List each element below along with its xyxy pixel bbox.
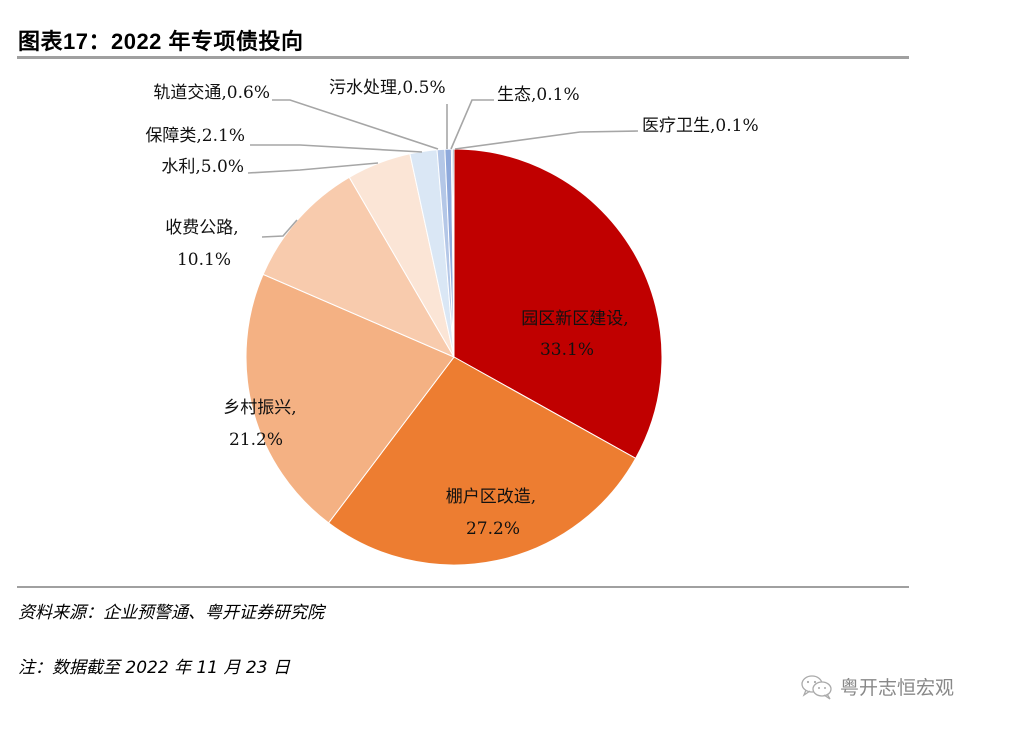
pie-slice-3 [245,273,455,524]
leader-lines [247,99,639,238]
label-ecology: 生态,0.1% [497,85,580,105]
leader-line-ecology [450,99,494,150]
leader-line-medical [454,130,639,150]
leader-line-housing [250,144,423,153]
pie-slice-10 [452,148,455,358]
watermark: 粤开志恒宏观 [800,673,954,700]
label-water: 水利,5.0% [161,157,244,177]
value-toll-road: 10.1% [177,250,231,270]
wechat-icon [801,674,832,700]
pie-slice-4 [262,176,456,359]
label-sewage: 污水处理,0.5% [329,78,446,98]
label-rail: 轨道交通,0.6% [153,83,270,103]
source-note: 资料来源：企业预警通、粤开证券研究院 [18,603,324,623]
title-divider [17,56,909,59]
leader-line-water [247,162,379,174]
date-note: 注：数据截至 2022 年 11 月 23 日 [18,658,290,678]
label-shantytown: 棚户区改造, [446,487,536,507]
leader-line-toll-road [261,219,298,238]
leader-line-rail [272,99,439,150]
pie-slice-1 [453,148,663,460]
value-shantytown: 27.2% [466,519,520,539]
label-toll-road: 收费公路, [165,218,238,238]
label-housing: 保障类,2.1% [145,126,245,146]
label-medical: 医疗卫生,0.1% [642,116,759,136]
pie-slice-2 [327,356,637,566]
footer-divider [17,586,909,588]
data-labels: 园区新区建设, 33.1% 棚户区改造, 27.2% 乡村振兴, 21.2% 收… [145,78,758,539]
pie-slices [245,148,663,566]
value-park-construction: 33.1% [540,340,594,360]
chart-title: 图表17：2022 年专项债投向 [18,29,304,54]
label-rural: 乡村振兴, [223,398,296,418]
label-park-construction: 园区新区建设, [521,309,628,329]
value-rural: 21.2% [229,430,283,450]
watermark-text: 粤开志恒宏观 [840,677,955,699]
